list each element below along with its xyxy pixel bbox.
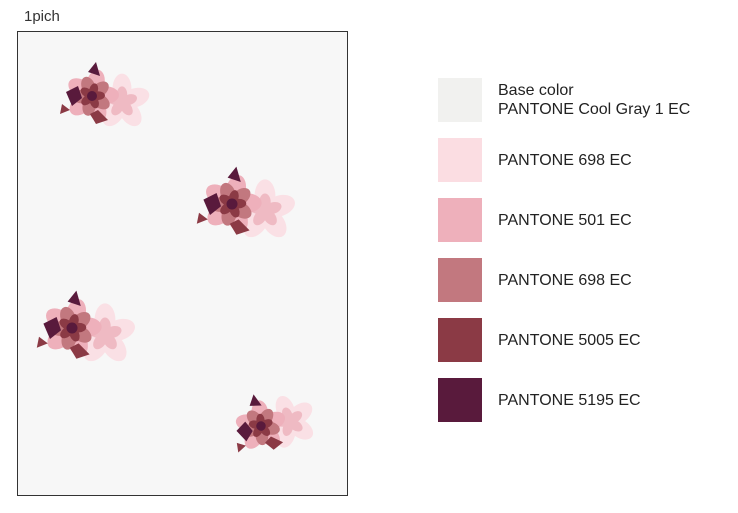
legend-item: PANTONE 5005 EC (438, 318, 641, 362)
flower-cluster-2 (193, 165, 298, 243)
legend-item: PANTONE 501 EC (438, 198, 632, 242)
flower-cluster-1 (56, 60, 152, 131)
legend-label-line: PANTONE 698 EC (498, 271, 632, 289)
pattern-repeat-tile (17, 31, 348, 496)
legend-label-line: PANTONE 5195 EC (498, 391, 641, 409)
legend-label-line: PANTONE 698 EC (498, 151, 632, 169)
pattern-title: 1pich (24, 8, 60, 25)
flower-cluster-4 (218, 375, 326, 470)
legend-label: PANTONE 5195 EC (498, 391, 641, 410)
legend-label: PANTONE 698 EC (498, 151, 632, 170)
legend-label: PANTONE 698 EC (498, 271, 632, 290)
legend-item: PANTONE 698 EC (438, 258, 632, 302)
flower-cluster-3 (33, 289, 138, 367)
legend-label-line: PANTONE 501 EC (498, 211, 632, 229)
color-swatch (438, 378, 482, 422)
legend-item: Base color PANTONE Cool Gray 1 EC (438, 78, 690, 122)
legend-label-line: PANTONE Cool Gray 1 EC (498, 101, 691, 118)
color-swatch (438, 78, 482, 122)
color-swatch (438, 318, 482, 362)
legend-label-line: Base color (498, 82, 574, 99)
color-swatch (438, 258, 482, 302)
color-swatch (438, 198, 482, 242)
legend-label: PANTONE 501 EC (498, 211, 632, 230)
legend-label: Base color PANTONE Cool Gray 1 EC (498, 81, 690, 119)
legend-label: PANTONE 5005 EC (498, 331, 641, 350)
legend-label-line: PANTONE 5005 EC (498, 331, 641, 349)
legend-item: PANTONE 698 EC (438, 138, 632, 182)
color-swatch (438, 138, 482, 182)
legend-item: PANTONE 5195 EC (438, 378, 641, 422)
flower-pattern (18, 32, 349, 497)
